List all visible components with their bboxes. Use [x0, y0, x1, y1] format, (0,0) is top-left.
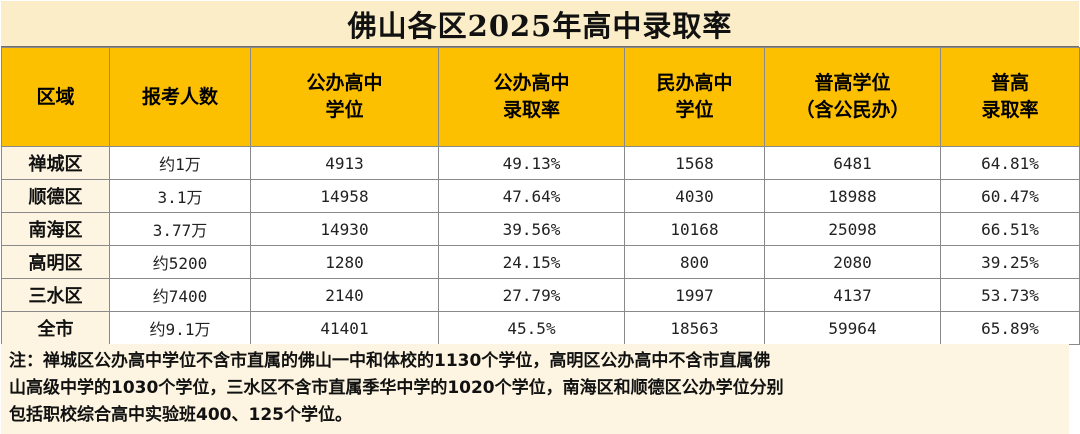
- cell-public-rate: 47.64%: [438, 179, 625, 213]
- cell-public-rate: 39.56%: [438, 212, 625, 246]
- cell-private-seats: 800: [624, 245, 765, 279]
- cell-total-seats: 4137: [764, 278, 941, 312]
- table-row: 南海区 3.77万 14930 39.56% 10168 25098 66.51…: [1, 212, 1080, 246]
- cell-applicants: 约1万: [109, 146, 251, 180]
- cell-private-seats: 4030: [624, 179, 765, 213]
- cell-total-rate: 39.25%: [940, 245, 1080, 279]
- cell-region: 三水区: [1, 278, 110, 312]
- header-total-rate: 普高 录取率: [940, 47, 1080, 147]
- cell-applicants: 3.1万: [109, 179, 251, 213]
- table-row: 禅城区 约1万 4913 49.13% 1568 6481 64.81%: [1, 146, 1080, 180]
- header-public-rate: 公办高中 录取率: [438, 47, 625, 147]
- cell-region: 高明区: [1, 245, 110, 279]
- header-public-seats: 公办高中 学位: [250, 47, 439, 147]
- footnote-line: 山高级中学的1030个学位，三水区不含市直属季华中学的1020个学位，南海区和顺…: [9, 378, 784, 398]
- cell-private-seats: 10168: [624, 212, 765, 246]
- cell-total-seats: 6481: [764, 146, 941, 180]
- cell-region: 禅城区: [1, 146, 110, 180]
- header-private-seats: 民办高中 学位: [624, 47, 765, 147]
- cell-public-seats: 1280: [250, 245, 439, 279]
- footnote-line: 注：禅城区公办高中学位不含市直属的佛山一中和体校的1130个学位，高明区公办高中…: [9, 351, 771, 371]
- table-row-total: 全市 约9.1万 41401 45.5% 18563 59964 65.89%: [1, 311, 1080, 345]
- cell-public-seats: 14930: [250, 212, 439, 246]
- cell-total-seats: 59964: [764, 311, 941, 345]
- table-row: 顺德区 3.1万 14958 47.64% 4030 18988 60.47%: [1, 179, 1080, 213]
- cell-public-rate: 27.79%: [438, 278, 625, 312]
- cell-private-seats: 1997: [624, 278, 765, 312]
- document-title: 佛山各区2025年高中录取率: [1, 1, 1079, 47]
- cell-applicants: 3.77万: [109, 212, 251, 246]
- cell-applicants: 约9.1万: [109, 311, 251, 345]
- cell-total-rate: 65.89%: [940, 311, 1080, 345]
- table-row: 高明区 约5200 1280 24.15% 800 2080 39.25%: [1, 245, 1080, 279]
- admission-rate-table: 区域 报考人数 公办高中 学位 公办高中 录取率 民办高中 学位 普高学位 （含公民办）…: [1, 47, 1080, 345]
- cell-total-rate: 60.47%: [940, 179, 1080, 213]
- cell-public-rate: 45.5%: [438, 311, 625, 345]
- cell-total-seats: 25098: [764, 212, 941, 246]
- cell-public-rate: 24.15%: [438, 245, 625, 279]
- cell-public-seats: 14958: [250, 179, 439, 213]
- cell-total-rate: 64.81%: [940, 146, 1080, 180]
- cell-total-seats: 2080: [764, 245, 941, 279]
- cell-region: 全市: [1, 311, 110, 345]
- cell-applicants: 约7400: [109, 278, 251, 312]
- header-applicants: 报考人数: [109, 47, 251, 147]
- table-header-row: 区域 报考人数 公办高中 学位 公办高中 录取率 民办高中 学位 普高学位 （含公民办）…: [1, 47, 1080, 147]
- cell-region: 南海区: [1, 212, 110, 246]
- footnote-line: 包括职校综合高中实验班400、125个学位。: [9, 405, 352, 425]
- header-region: 区域: [1, 47, 110, 147]
- cell-total-rate: 53.73%: [940, 278, 1080, 312]
- cell-applicants: 约5200: [109, 245, 251, 279]
- cell-public-rate: 49.13%: [438, 146, 625, 180]
- cell-public-seats: 2140: [250, 278, 439, 312]
- cell-region: 顺德区: [1, 179, 110, 213]
- cell-total-seats: 18988: [764, 179, 941, 213]
- header-total-seats: 普高学位 （含公民办）: [764, 47, 941, 147]
- cell-private-seats: 1568: [624, 146, 765, 180]
- table-row: 三水区 约7400 2140 27.79% 1997 4137 53.73%: [1, 278, 1080, 312]
- cell-private-seats: 18563: [624, 311, 765, 345]
- footnote: 注：禅城区公办高中学位不含市直属的佛山一中和体校的1130个学位，高明区公办高中…: [1, 344, 1069, 434]
- cell-public-seats: 41401: [250, 311, 439, 345]
- cell-public-seats: 4913: [250, 146, 439, 180]
- cell-total-rate: 66.51%: [940, 212, 1080, 246]
